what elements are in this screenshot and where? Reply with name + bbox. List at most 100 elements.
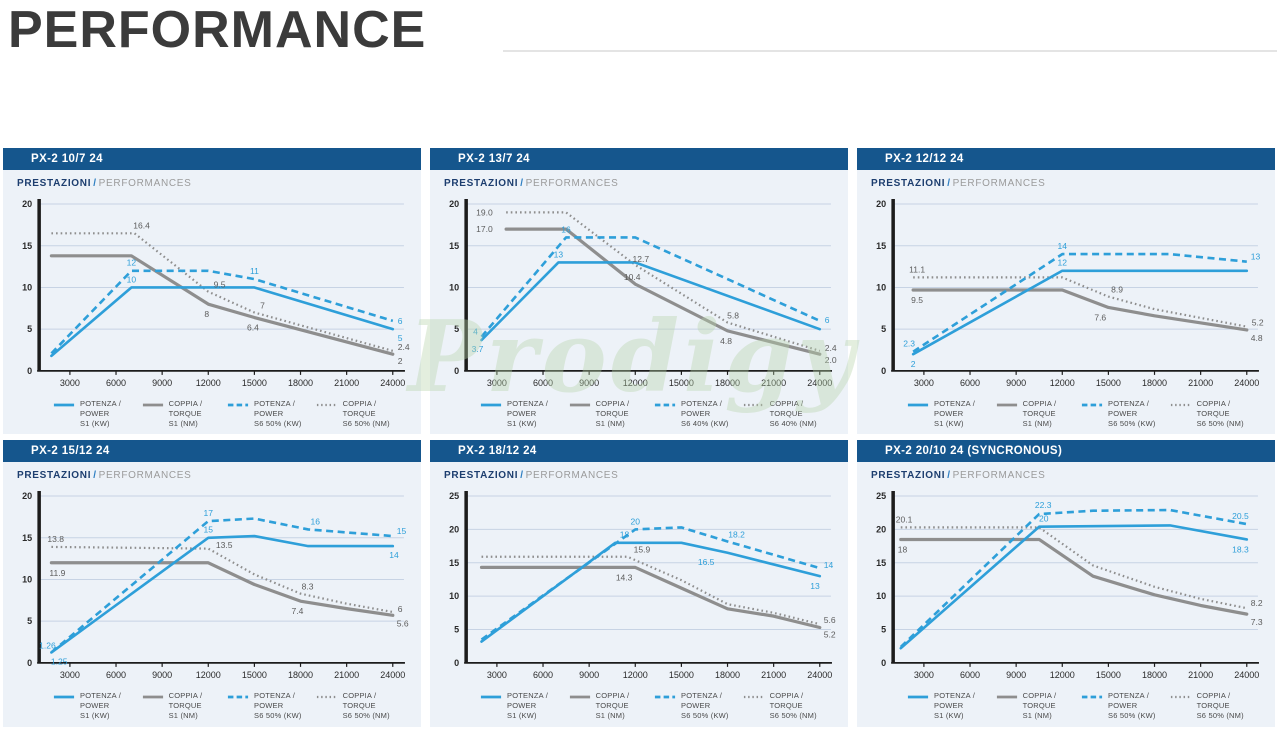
svg-text:15: 15 [876,558,886,568]
svg-text:15: 15 [876,241,886,251]
svg-text:15000: 15000 [1096,378,1121,388]
svg-text:6.4: 6.4 [247,323,259,333]
legend-label: COPPIA / TORQUE S6 50% (NM) [342,399,390,428]
svg-text:2.4: 2.4 [398,342,410,352]
svg-text:5: 5 [881,324,886,334]
svg-text:6000: 6000 [533,378,553,388]
subtitle-separator: / [520,178,524,189]
performance-line-chart: 0 5 10 15 20 3000 6000 9000 12000 15000 18000 21000… [449,199,837,388]
svg-text:18000: 18000 [1142,670,1167,680]
chart-card-body: PRESTAZIONI / PERFORMANCES 0 5 10 15 20 3000 600… [857,170,1275,434]
svg-text:18.3: 18.3 [1232,545,1249,555]
svg-text:5: 5 [27,324,32,334]
svg-text:0: 0 [27,366,32,376]
svg-text:4: 4 [473,327,478,337]
svg-text:2.0: 2.0 [825,355,837,365]
svg-text:13: 13 [810,581,820,591]
legend-label: COPPIA / TORQUE S1 (NM) [168,691,203,720]
svg-text:9000: 9000 [1006,670,1026,680]
svg-text:5: 5 [398,333,403,343]
svg-text:9.5: 9.5 [214,280,226,290]
chart-card-header: PX-2 10/7 24 [3,148,421,170]
svg-text:17.0: 17.0 [476,224,493,234]
legend-label: COPPIA / TORQUE S1 (NM) [1022,691,1057,720]
svg-text:7.4: 7.4 [291,606,303,616]
svg-text:18: 18 [898,545,908,555]
chart-legend: POTENZA / POWER S1 (KW) COPPIA / TORQUE … [436,397,842,430]
legend-line-swatch [142,695,163,699]
svg-text:18000: 18000 [715,378,740,388]
svg-text:8.3: 8.3 [302,582,314,592]
chart-card: PX-2 15/12 24 PRESTAZIONI / PERFORMANCES 0… [3,440,421,727]
chart-subtitle: PRESTAZIONI / PERFORMANCES [9,178,415,189]
legend-line-swatch [907,695,929,699]
svg-text:9000: 9000 [1006,378,1026,388]
svg-text:13: 13 [1251,252,1261,262]
performance-line-chart: 0 5 10 15 20 25 3000 6000 9000 12000 15000 18000 210… [449,491,836,680]
subtitle-separator: / [93,470,97,482]
svg-text:8.9: 8.9 [1111,285,1123,295]
chart-card: PX-2 20/10 24 (SYNCRONOUS) PRESTAZIONI / P… [857,440,1275,727]
svg-text:24000: 24000 [1234,670,1259,680]
svg-text:15: 15 [22,533,32,543]
svg-text:2.3: 2.3 [903,339,915,349]
legend-line-swatch [480,695,502,699]
svg-text:10: 10 [22,575,32,585]
chart-card: PX-2 10/7 24 PRESTAZIONI / PERFORMANCES 0 5… [3,148,421,435]
svg-text:0: 0 [454,366,459,376]
legend-item: COPPIA / TORQUE S1 (NM) [996,691,1081,720]
svg-text:10: 10 [876,282,886,292]
svg-text:24000: 24000 [380,670,405,680]
svg-text:12000: 12000 [623,378,648,388]
chart-card: PX-2 12/12 24 PRESTAZIONI / PERFORMANCES 0… [857,148,1275,435]
legend-line-swatch [1081,403,1103,407]
svg-text:15000: 15000 [1096,670,1121,680]
legend-item: POTENZA / POWER S6 50% (KW) [227,691,316,720]
svg-text:10: 10 [449,282,459,292]
svg-text:3000: 3000 [487,670,507,680]
svg-text:15.9: 15.9 [634,545,651,555]
subtitle-separator: / [947,470,951,482]
subtitle-prestazioni: PRESTAZIONI [871,178,946,189]
svg-text:6: 6 [398,604,403,614]
svg-text:20.5: 20.5 [1232,511,1249,521]
svg-text:13: 13 [554,249,564,259]
svg-text:15000: 15000 [242,378,267,388]
legend-label: POTENZA / POWER S6 40% (KW) [681,399,729,428]
chart-card-header: PX-2 15/12 24 [3,440,421,463]
svg-text:9000: 9000 [579,670,599,680]
svg-text:1.26: 1.26 [39,641,56,651]
svg-text:12000: 12000 [1050,378,1075,388]
chart-legend: POTENZA / POWER S1 (KW) COPPIA / TORQUE … [863,397,1269,430]
legend-label: POTENZA / POWER S1 (KW) [80,691,121,720]
svg-text:18: 18 [620,530,630,540]
chart-card-body: PRESTAZIONI / PERFORMANCES 0 5 10 15 20 3000 600… [3,462,421,726]
chart-subtitle: PRESTAZIONI / PERFORMANCES [863,178,1269,189]
chart-card: PX-2 13/7 24 PRESTAZIONI / PERFORMANCES 0 5… [430,148,848,435]
svg-text:3.7: 3.7 [472,344,484,354]
legend-line-swatch [569,695,590,699]
chart-title: PX-2 12/12 24 [885,153,964,165]
chart-title: PX-2 10/7 24 [31,153,103,165]
subtitle-separator: / [947,178,951,189]
subtitle-performances: PERFORMANCES [952,178,1046,189]
svg-text:11.1: 11.1 [909,264,925,274]
legend-item: POTENZA / POWER S6 50% (KW) [1081,399,1170,428]
legend-item: POTENZA / POWER S6 40% (KW) [654,399,743,428]
legend-label: COPPIA / TORQUE S6 40% (NM) [769,399,817,428]
svg-text:15000: 15000 [669,378,694,388]
legend-line-swatch [53,695,75,699]
legend-line-swatch [316,403,337,407]
svg-text:15: 15 [449,241,459,251]
svg-text:12: 12 [1058,258,1068,268]
svg-text:8.2: 8.2 [1251,598,1263,608]
legend-item: POTENZA / POWER S1 (KW) [907,399,996,428]
svg-text:6000: 6000 [106,378,126,388]
subtitle-separator: / [93,178,97,189]
legend-item: COPPIA / TORQUE S6 50% (NM) [316,691,401,720]
chart-card-header: PX-2 20/10 24 (SYNCRONOUS) [857,440,1275,463]
svg-text:17: 17 [204,508,214,518]
svg-text:9.5: 9.5 [911,295,923,305]
svg-text:10: 10 [127,274,137,284]
svg-text:6000: 6000 [960,378,980,388]
